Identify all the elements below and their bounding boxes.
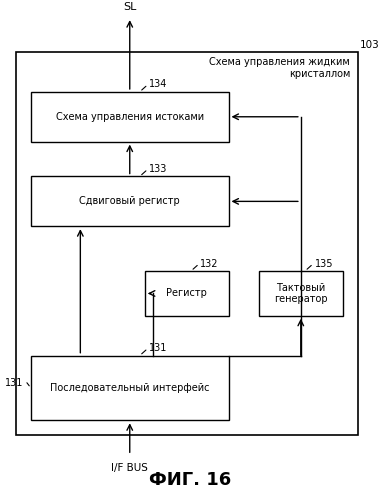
Text: SL: SL <box>123 2 136 12</box>
Text: Схема управления жидким
кристаллом: Схема управления жидким кристаллом <box>209 57 350 78</box>
FancyBboxPatch shape <box>16 52 358 436</box>
Text: 132: 132 <box>200 258 219 268</box>
Text: Регистр: Регистр <box>166 288 207 298</box>
Text: Тактовый
генератор: Тактовый генератор <box>274 282 328 304</box>
Text: I/F BUS: I/F BUS <box>111 462 148 472</box>
FancyBboxPatch shape <box>259 271 343 316</box>
Text: ФИГ. 16: ФИГ. 16 <box>149 471 232 489</box>
Text: 133: 133 <box>149 164 167 174</box>
Text: Последовательный интерфейс: Последовательный интерфейс <box>50 383 210 393</box>
FancyBboxPatch shape <box>145 271 228 316</box>
Text: 131: 131 <box>5 378 23 388</box>
FancyBboxPatch shape <box>31 176 228 226</box>
Text: 135: 135 <box>314 258 333 268</box>
Text: 134: 134 <box>149 80 167 90</box>
Text: 131: 131 <box>149 343 167 353</box>
Text: Сдвиговый регистр: Сдвиговый регистр <box>79 196 180 206</box>
Text: Схема управления истоками: Схема управления истоками <box>56 112 204 122</box>
FancyBboxPatch shape <box>31 92 228 142</box>
Text: 103: 103 <box>360 40 379 50</box>
FancyBboxPatch shape <box>31 356 228 420</box>
